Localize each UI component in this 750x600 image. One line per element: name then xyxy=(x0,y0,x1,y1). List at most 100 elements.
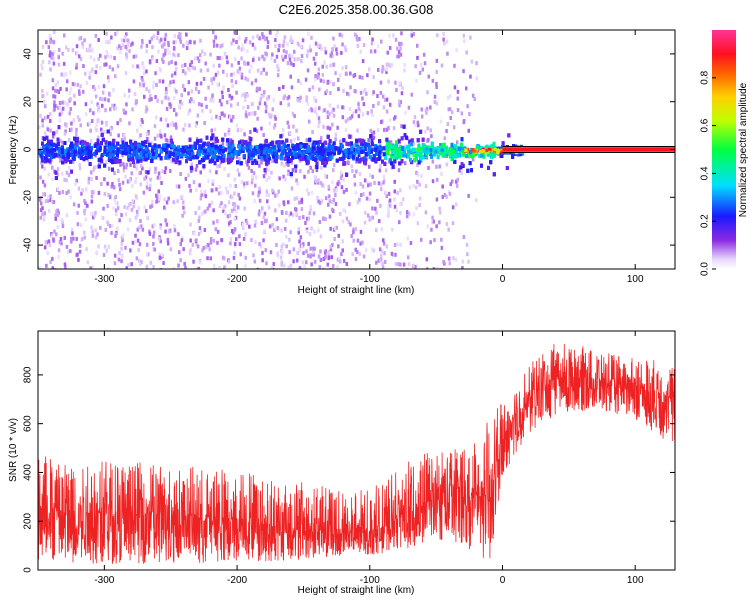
noise-cell xyxy=(348,107,352,111)
noise-cell xyxy=(289,35,293,40)
noise-cell xyxy=(414,64,417,69)
noise-cell xyxy=(134,179,137,184)
noise-cell xyxy=(462,33,466,38)
noise-cell xyxy=(167,40,170,45)
noise-cell xyxy=(379,91,383,95)
noise-cell xyxy=(116,206,120,211)
noise-cell xyxy=(104,227,107,232)
noise-cell xyxy=(139,123,143,128)
noise-cell xyxy=(372,135,376,140)
noise-cell xyxy=(269,250,273,255)
noise-cell xyxy=(175,66,178,71)
noise-cell xyxy=(47,45,51,50)
noise-cell xyxy=(89,55,93,60)
noise-cell xyxy=(222,85,225,90)
noise-cell xyxy=(260,221,264,225)
noise-cell xyxy=(215,114,218,119)
noise-cell xyxy=(401,86,404,91)
noise-cell xyxy=(118,251,121,256)
noise-cell xyxy=(267,193,271,197)
noise-cell xyxy=(67,165,71,170)
noise-cell xyxy=(325,174,329,179)
noise-cell xyxy=(169,169,172,173)
noise-cell xyxy=(174,53,177,58)
noise-cell xyxy=(313,175,317,180)
noise-cell xyxy=(216,82,219,87)
noise-cell xyxy=(370,41,374,46)
noise-cell xyxy=(118,187,122,192)
noise-cell xyxy=(449,182,452,187)
noise-cell xyxy=(69,97,72,102)
noise-cell xyxy=(438,206,441,211)
noise-cell xyxy=(154,95,157,100)
noise-cell xyxy=(379,182,383,187)
noise-cell xyxy=(75,127,78,132)
noise-cell xyxy=(235,154,239,159)
noise-cell xyxy=(51,78,55,83)
noise-cell xyxy=(342,177,345,182)
noise-cell xyxy=(108,65,112,70)
noise-cell xyxy=(427,137,430,142)
noise-cell xyxy=(399,52,403,57)
noise-cell xyxy=(156,98,159,103)
noise-cell xyxy=(235,40,238,44)
noise-cell xyxy=(382,180,385,185)
noise-cell xyxy=(99,96,102,101)
noise-cell xyxy=(195,242,198,247)
noise-cell xyxy=(395,87,398,92)
noise-cell xyxy=(307,108,311,113)
noise-cell xyxy=(214,227,217,232)
noise-cell xyxy=(387,191,391,196)
noise-cell xyxy=(334,202,338,206)
noise-cell xyxy=(221,95,224,99)
noise-cell xyxy=(236,168,240,173)
noise-cell xyxy=(141,40,144,45)
noise-cell xyxy=(341,105,344,110)
noise-cell xyxy=(382,241,386,246)
noise-cell xyxy=(40,201,43,206)
noise-cell xyxy=(253,198,256,203)
noise-cell xyxy=(305,53,309,58)
noise-cell xyxy=(455,184,459,188)
noise-cell xyxy=(168,83,171,88)
noise-cell xyxy=(380,227,384,232)
noise-cell xyxy=(297,56,300,61)
noise-cell xyxy=(242,92,245,97)
noise-cell xyxy=(431,159,435,164)
noise-cell xyxy=(97,244,100,249)
noise-cell xyxy=(322,124,325,129)
noise-cell xyxy=(81,237,84,241)
noise-cell xyxy=(244,113,248,117)
noise-cell xyxy=(147,89,151,94)
noise-cell xyxy=(331,180,334,185)
noise-cell xyxy=(210,116,213,121)
noise-cell xyxy=(90,139,93,144)
noise-cell xyxy=(68,111,71,116)
noise-cell xyxy=(42,217,46,222)
noise-cell xyxy=(276,73,280,78)
noise-cell xyxy=(246,61,250,66)
noise-cell xyxy=(129,201,132,206)
noise-cell xyxy=(235,90,238,95)
noise-cell xyxy=(56,89,59,94)
noise-cell xyxy=(97,38,100,42)
noise-cell xyxy=(175,184,179,189)
noise-cell xyxy=(445,39,449,44)
noise-cell xyxy=(196,113,200,118)
noise-cell xyxy=(66,249,70,254)
noise-cell xyxy=(210,128,213,133)
noise-cell xyxy=(226,60,229,65)
noise-cell xyxy=(254,219,257,224)
noise-cell xyxy=(85,187,88,192)
noise-cell xyxy=(209,98,212,103)
noise-cell xyxy=(93,213,97,218)
noise-cell xyxy=(241,226,245,230)
noise-cell xyxy=(123,35,127,40)
noise-cell xyxy=(248,224,251,229)
noise-cell xyxy=(232,71,236,76)
noise-cell xyxy=(212,76,216,81)
noise-cell xyxy=(380,187,383,192)
noise-cell xyxy=(148,60,152,65)
noise-cell xyxy=(347,92,351,97)
noise-cell xyxy=(120,246,123,251)
